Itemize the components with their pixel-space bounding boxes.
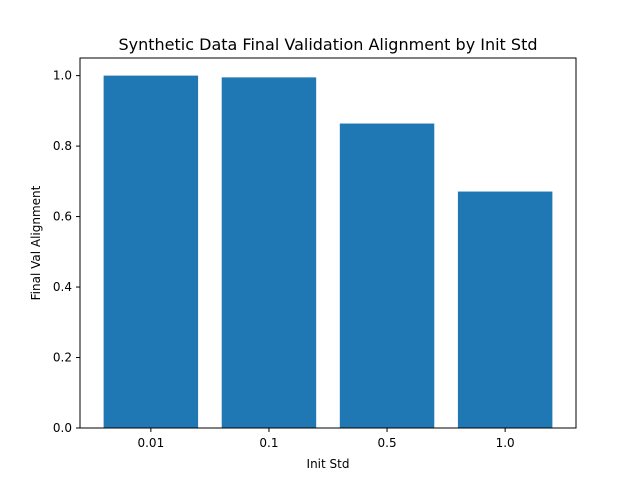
x-axis-label: Init Std xyxy=(307,457,350,471)
y-tick-label: 0.0 xyxy=(53,421,72,435)
y-ticks-group: 0.0 0.2 0.4 0.6 0.8 1.0 xyxy=(53,69,80,435)
bar-0.01 xyxy=(103,75,199,428)
y-axis-label: Final Val Alignment xyxy=(29,185,43,300)
bar-0.5 xyxy=(339,123,435,429)
y-tick-label: 0.2 xyxy=(53,351,72,365)
bar-0.1 xyxy=(221,77,317,428)
y-tick-label: 0.6 xyxy=(53,210,72,224)
chart-title: Synthetic Data Final Validation Alignmen… xyxy=(119,35,538,54)
y-tick-label: 0.8 xyxy=(53,139,72,153)
plot-frame xyxy=(79,57,577,429)
bar-1.0 xyxy=(457,191,553,428)
x-tick-label: 0.5 xyxy=(378,436,397,450)
x-ticks-group: 0.01 0.1 0.5 1.0 xyxy=(137,428,515,450)
y-tick-label: 1.0 xyxy=(53,69,72,83)
y-tick-label: 0.4 xyxy=(53,280,72,294)
x-tick-label: 1.0 xyxy=(496,436,515,450)
bars-group xyxy=(103,75,553,429)
x-tick-label: 0.1 xyxy=(259,436,278,450)
x-tick-label: 0.01 xyxy=(137,436,164,450)
